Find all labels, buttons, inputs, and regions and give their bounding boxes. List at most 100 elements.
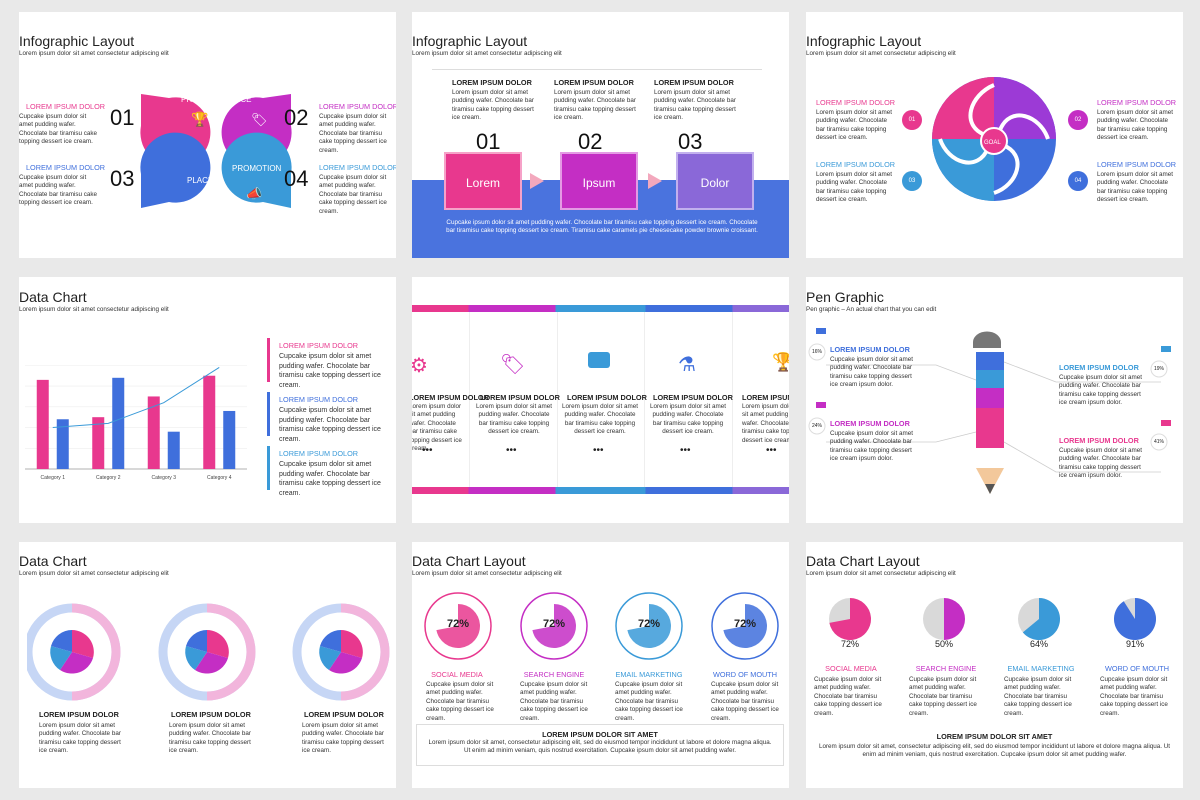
- tag-icon: 🏷: [251, 112, 268, 127]
- more-dots[interactable]: •••: [593, 445, 604, 456]
- step-heading: LOREM IPSUM DOLOR: [654, 78, 734, 87]
- slide-pen-graphic[interactable]: Pen Graphic Pen graphic – An actual char…: [806, 277, 1183, 523]
- bar-chart: Category 1 Category 2 Category 3 Category 4: [25, 365, 247, 481]
- column-heading: LOREM IPSUM DOLOR: [567, 393, 647, 402]
- slide-title: Pen Graphic: [806, 289, 884, 305]
- metric-body: Cupcake ipsum dolor sit amet pudding waf…: [1004, 676, 1072, 717]
- category-label: Category 1: [41, 475, 66, 481]
- bar: [167, 431, 180, 469]
- metric-label: WORD OF MOUTH: [1104, 664, 1170, 673]
- divider: [644, 312, 645, 487]
- column-body: Lorem ipsum dolor sit amet pudding wafer…: [476, 403, 552, 436]
- trend-line: [52, 367, 220, 429]
- step-box: Lorem: [444, 152, 522, 210]
- item-body: Cupcake ipsum dolor sit amet pudding waf…: [830, 356, 913, 389]
- bar: [36, 379, 49, 469]
- more-dots[interactable]: •••: [680, 445, 691, 456]
- petal-label: PRICE: [227, 95, 251, 104]
- bar: [56, 419, 69, 469]
- metric-body: Cupcake ipsum dolor sit amet pudding waf…: [426, 681, 494, 722]
- pie-slice: [829, 598, 871, 640]
- bar: [223, 410, 236, 469]
- summary-heading: LOREM IPSUM DOLOR SIT AMET: [542, 730, 658, 739]
- slide-infographic-goal[interactable]: Infographic Layout Lorem ipsum dolor sit…: [806, 12, 1183, 258]
- pie-slice: [1022, 598, 1060, 640]
- category-label: Category 2: [96, 475, 121, 481]
- percent-label: 41%: [1153, 439, 1164, 445]
- item-number-badge: 04: [1068, 171, 1088, 191]
- metric-body: Cupcake ipsum dolor sit amet pudding waf…: [520, 681, 588, 722]
- step-box: Dolor: [676, 152, 754, 210]
- place-petal: [140, 132, 211, 208]
- percent-value: 72%: [733, 618, 757, 630]
- item-body: Cupcake ipsum dolor sit amet pudding waf…: [319, 174, 387, 215]
- bar: [203, 375, 216, 469]
- divider: [732, 312, 733, 487]
- divider: [469, 312, 470, 487]
- trophy-icon: 🏆: [772, 352, 789, 372]
- step-body: Lorem ipsum dolor sit amet pudding wafer…: [452, 89, 534, 122]
- item-body: Lorem ipsum dolor sit amet pudding wafer…: [169, 722, 251, 755]
- slide-infographic-petals[interactable]: Infographic Layout Lorem ipsum dolor sit…: [19, 12, 396, 258]
- flag-icon: [816, 402, 826, 408]
- goal-swirl-diagram: GOAL: [932, 77, 1056, 201]
- item-heading: LOREM IPSUM DOLOR: [26, 102, 106, 111]
- arrow-right-icon: [648, 173, 662, 189]
- item-heading: LOREM IPSUM DOLOR: [1097, 98, 1177, 107]
- item-body: Lorem ipsum dolor sit amet pudding wafer…: [302, 722, 384, 755]
- metric-label: SOCIAL MEDIA: [825, 664, 877, 673]
- item-heading: LOREM IPSUM DOLOR: [1059, 363, 1139, 372]
- percent-wedge: [627, 604, 671, 648]
- more-dots[interactable]: •••: [766, 445, 777, 456]
- megaphone-icon: 📣: [246, 186, 262, 201]
- metric-label: SEARCH ENGINE: [523, 670, 585, 679]
- slide-data-chart-bars[interactable]: Data Chart Lorem ipsum dolor sit amet co…: [19, 277, 396, 523]
- step-body: Lorem ipsum dolor sit amet pudding wafer…: [654, 89, 736, 122]
- slide-title: Data Chart Layout: [412, 553, 526, 569]
- divider: [432, 69, 762, 70]
- slide-subtitle: Lorem ipsum dolor sit amet consectetur a…: [806, 50, 956, 57]
- slide-data-chart-pies[interactable]: Data Chart Layout Lorem ipsum dolor sit …: [806, 542, 1183, 788]
- step-box: Ipsum: [560, 152, 638, 210]
- item-body: Cupcake ipsum dolor sit amet pudding waf…: [319, 113, 387, 154]
- item-heading: LOREM IPSUM DOLOR: [304, 710, 384, 719]
- slide-subtitle: Lorem ipsum dolor sit amet consectetur a…: [19, 50, 169, 57]
- percent-value: 72%: [542, 618, 566, 630]
- slide-data-chart-percent-circles[interactable]: Data Chart Layout Lorem ipsum dolor sit …: [412, 542, 789, 788]
- step-number: 02: [578, 129, 603, 154]
- item-number-badge: 01: [902, 110, 922, 130]
- metric-label: SOCIAL MEDIA: [431, 670, 483, 679]
- summary-body: Lorem ipsum dolor sit amet, consectetur …: [428, 739, 772, 755]
- slide-subtitle: Lorem ipsum dolor sit amet consectetur a…: [19, 570, 169, 577]
- flag-icon: [1161, 420, 1171, 426]
- category-label: Category 4: [207, 475, 232, 481]
- item-heading: LOREM IPSUM DOLOR: [279, 449, 359, 458]
- accent-bar: [267, 392, 270, 436]
- item-number-badge: 03: [902, 171, 922, 191]
- percent-value: 72%: [446, 618, 470, 630]
- slide-icon-columns[interactable]: ⚙ LOREM IPSUM DOLOR Lorem ipsum dolor si…: [412, 277, 789, 523]
- pie-charts: [829, 598, 1156, 640]
- slide-infographic-steps[interactable]: Infographic Layout Lorem ipsum dolor sit…: [412, 12, 789, 258]
- bar: [92, 417, 105, 469]
- item-body: Lorem ipsum dolor sit amet pudding wafer…: [39, 722, 121, 755]
- slide-title: Infographic Layout: [412, 33, 528, 49]
- four-petal-diagram: PRODUCT PRICE PLACE PROMOTION 🏆 🏷 ⌖ 📣: [140, 94, 292, 209]
- percent-circles: [424, 592, 779, 660]
- item-heading: LOREM IPSUM DOLOR: [1097, 160, 1177, 169]
- step-heading: LOREM IPSUM DOLOR: [452, 78, 532, 87]
- item-number: 03: [110, 166, 135, 191]
- column-body: Lorem ipsum dolor sit amet pudding wafer…: [412, 403, 462, 453]
- more-dots[interactable]: •••: [422, 445, 433, 456]
- item-number: 01: [110, 105, 135, 130]
- outer-ring: [424, 592, 492, 660]
- percent-label: 24%: [811, 423, 822, 429]
- more-dots[interactable]: •••: [506, 445, 517, 456]
- flask-icon: ⚗: [678, 354, 696, 376]
- column-heading: LOREM IPSUM DOLOR: [412, 393, 489, 402]
- percent-value: 72%: [637, 618, 661, 630]
- item-heading: LOREM IPSUM DOLOR: [26, 163, 106, 172]
- slide-data-chart-rings[interactable]: Data Chart Lorem ipsum dolor sit amet co…: [19, 542, 396, 788]
- slide-title: Infographic Layout: [806, 33, 922, 49]
- item-body: Cupcake ipsum dolor sit amet pudding waf…: [279, 461, 381, 497]
